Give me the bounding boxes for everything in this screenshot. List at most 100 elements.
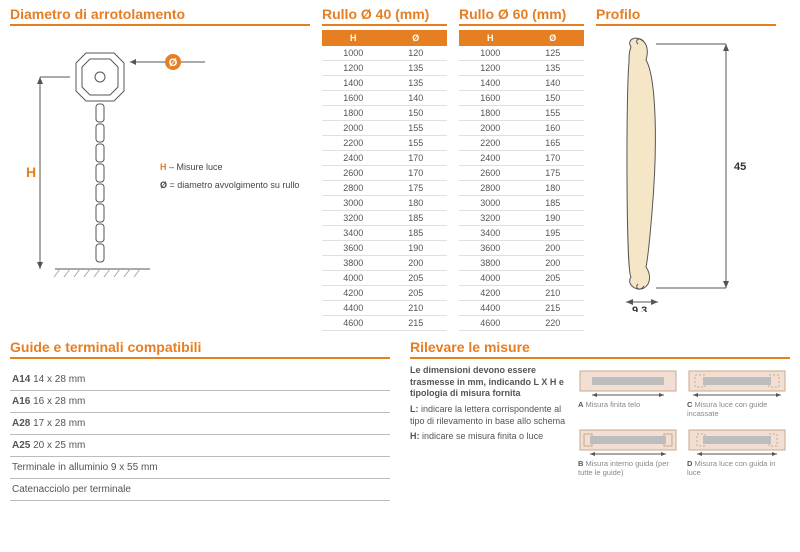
cell-d: 190 — [385, 241, 448, 256]
cell-h: 2000 — [459, 121, 522, 136]
cell-d: 200 — [385, 256, 448, 271]
cell-d: 210 — [385, 301, 448, 316]
guide-item: A25 20 x 25 mm — [10, 435, 390, 457]
measure-l-label: L: — [410, 404, 419, 414]
table-row: 4000205 — [459, 271, 584, 286]
cell-d: 155 — [385, 136, 448, 151]
cell-h: 4000 — [459, 271, 522, 286]
table-row: 2200155 — [322, 136, 447, 151]
guide-code: A25 — [12, 440, 33, 451]
measure-lead: Le dimensioni devono essere trasmesse in… — [410, 365, 570, 400]
table60-col-d: Ø — [522, 30, 585, 46]
scheme-b-icon — [578, 424, 678, 458]
profile-box: 45 9,3 — [596, 32, 776, 322]
measure-text: Le dimensioni devono essere trasmesse in… — [410, 365, 570, 477]
guides-column: Guide e terminali compatibili A14 14 x 2… — [10, 339, 390, 501]
table-row: 1600140 — [322, 91, 447, 106]
cell-h: 4600 — [322, 316, 385, 331]
top-row: Diametro di arrotolamento Ø — [10, 6, 790, 331]
table-row: 4200205 — [322, 286, 447, 301]
guide-dim: Terminale in alluminio 9 x 55 mm — [12, 462, 158, 473]
measure-h-label: H: — [410, 431, 420, 441]
cell-h: 1200 — [459, 61, 522, 76]
cell-d: 165 — [522, 136, 585, 151]
cell-h: 1400 — [322, 76, 385, 91]
cell-h: 3600 — [459, 241, 522, 256]
guide-dim: Catenacciolo per terminale — [12, 484, 131, 495]
table-row: 3600200 — [459, 241, 584, 256]
cell-d: 170 — [522, 151, 585, 166]
cell-h: 2800 — [459, 181, 522, 196]
table-row: 2600170 — [322, 166, 447, 181]
cell-h: 2800 — [322, 181, 385, 196]
cell-h: 1200 — [322, 61, 385, 76]
scheme-d-label: D — [687, 459, 692, 468]
cell-d: 220 — [522, 316, 585, 331]
table60: H Ø 100012512001351400140160015018001552… — [459, 30, 584, 331]
scheme-b-text: Misura interno guida (per tutte le guide… — [578, 459, 669, 477]
table-row: 2000155 — [322, 121, 447, 136]
table-row: 1200135 — [459, 61, 584, 76]
table-row: 2000160 — [459, 121, 584, 136]
cell-h: 4200 — [322, 286, 385, 301]
cell-d: 140 — [385, 91, 448, 106]
table60-col-h: H — [459, 30, 522, 46]
guide-item: A28 17 x 28 mm — [10, 413, 390, 435]
cell-d: 185 — [385, 211, 448, 226]
cell-d: 155 — [385, 121, 448, 136]
cell-d: 160 — [522, 121, 585, 136]
cell-d: 185 — [385, 226, 448, 241]
cell-h: 3200 — [322, 211, 385, 226]
cell-d: 215 — [385, 316, 448, 331]
cell-h: 1000 — [459, 46, 522, 61]
cell-h: 3400 — [322, 226, 385, 241]
cell-h: 2600 — [459, 166, 522, 181]
cell-h: 2400 — [459, 151, 522, 166]
scheme-d: D Misura luce con guida in luce — [687, 424, 790, 477]
cell-d: 155 — [522, 106, 585, 121]
table-row: 1800155 — [459, 106, 584, 121]
cell-h: 2000 — [322, 121, 385, 136]
cell-d: 195 — [522, 226, 585, 241]
cell-d: 140 — [522, 76, 585, 91]
measure-column: Rilevare le misure Le dimensioni devono … — [410, 339, 790, 501]
cell-d: 205 — [522, 271, 585, 286]
cell-d: 185 — [522, 196, 585, 211]
cell-d: 150 — [522, 91, 585, 106]
measure-schemes: A Misura finita telo C Misura luce con g… — [578, 365, 790, 477]
guide-dim: 14 x 28 mm — [33, 374, 85, 385]
scheme-a-icon — [578, 365, 678, 399]
svg-text:H: H — [26, 164, 36, 180]
cell-d: 150 — [385, 106, 448, 121]
table-row: 2400170 — [322, 151, 447, 166]
cell-h: 2400 — [322, 151, 385, 166]
scheme-a: A Misura finita telo — [578, 365, 681, 418]
cell-h: 4600 — [459, 316, 522, 331]
scheme-d-text: Misura luce con guida in luce — [687, 459, 775, 477]
legend-h-desc: – Misure luce — [169, 162, 223, 172]
guide-item: Terminale in alluminio 9 x 55 mm — [10, 457, 390, 479]
table-row: 3800200 — [322, 256, 447, 271]
table-row: 2800175 — [322, 181, 447, 196]
measure-h-text: indicare se misura finita o luce — [422, 431, 543, 441]
svg-text:Ø: Ø — [169, 57, 178, 69]
guide-code: A14 — [12, 374, 33, 385]
profile-width-label: 9,3 — [632, 305, 647, 312]
table-row: 1800150 — [322, 106, 447, 121]
profile-height-label: 45 — [734, 161, 746, 173]
cell-h: 1600 — [322, 91, 385, 106]
cell-h: 4400 — [322, 301, 385, 316]
legend-h-label: H — [160, 162, 167, 172]
table-row: 4600215 — [322, 316, 447, 331]
diagram-legend: H – Misure luce Ø = diametro avvolgiment… — [160, 162, 299, 191]
cell-d: 135 — [522, 61, 585, 76]
cell-d: 170 — [385, 151, 448, 166]
scheme-b-label: B — [578, 459, 583, 468]
table60-title: Rullo Ø 60 (mm) — [459, 6, 584, 26]
cell-d: 170 — [385, 166, 448, 181]
cell-d: 205 — [385, 286, 448, 301]
table-row: 2800180 — [459, 181, 584, 196]
legend-phi-desc: = diametro avvolgimento su rullo — [170, 180, 300, 190]
table-row: 3400185 — [322, 226, 447, 241]
cell-d: 175 — [385, 181, 448, 196]
